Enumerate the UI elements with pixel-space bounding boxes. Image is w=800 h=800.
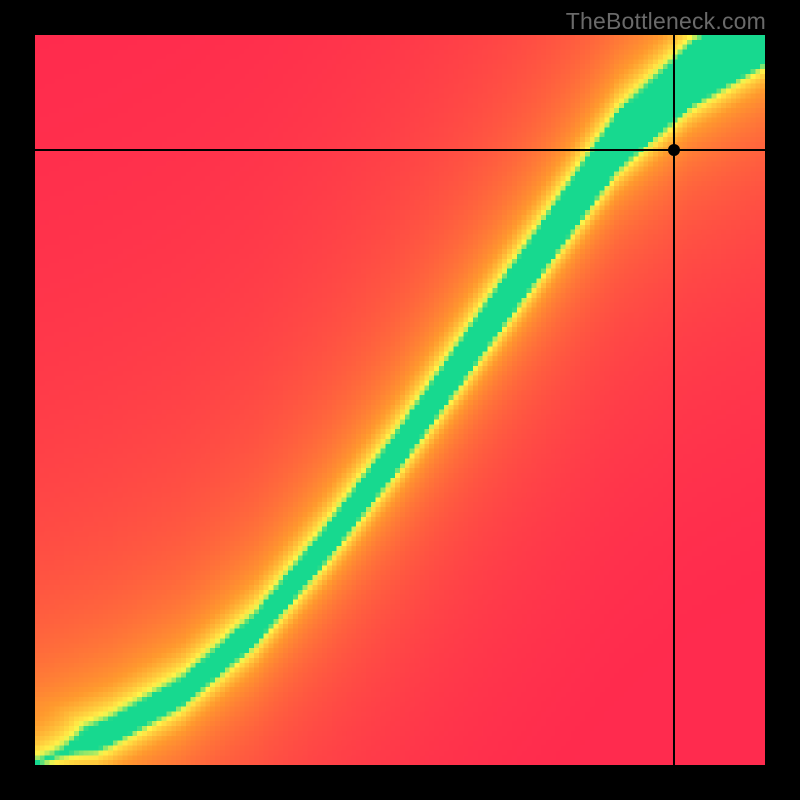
watermark-text: TheBottleneck.com [566,8,766,35]
heatmap-plot [35,35,765,765]
heatmap-canvas [35,35,765,765]
crosshair-horizontal [35,149,765,151]
chart-container: TheBottleneck.com [0,0,800,800]
